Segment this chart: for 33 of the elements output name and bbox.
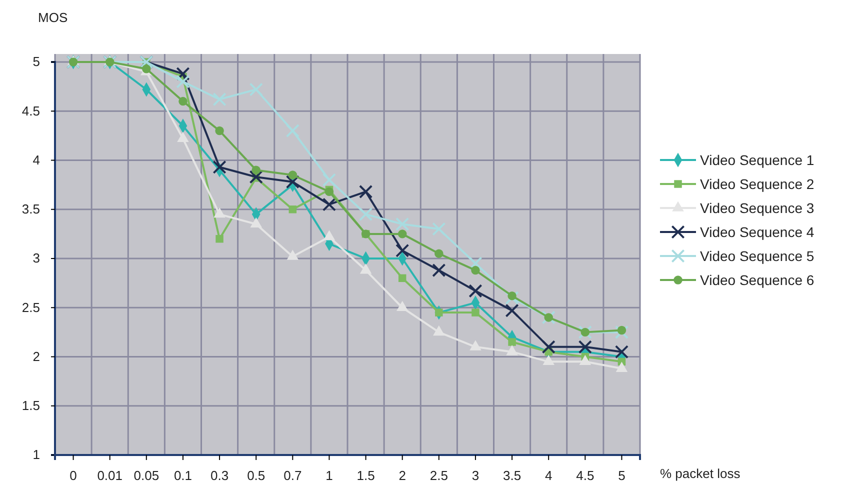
- x-tick-label: 0.01: [97, 468, 122, 483]
- x-tick-label: 0.5: [247, 468, 266, 483]
- legend-label: Video Sequence 6: [700, 272, 814, 288]
- x-tick-label: 0.05: [134, 468, 160, 483]
- y-tick-label: 3: [32, 250, 40, 266]
- x-tick-label: 2: [398, 468, 406, 483]
- legend-label: Video Sequence 5: [700, 248, 814, 264]
- x-tick-label: 0.7: [284, 468, 302, 483]
- x-tick-label: 0: [70, 468, 77, 483]
- legend-label: Video Sequence 3: [700, 200, 814, 216]
- x-tick-label: 0.3: [210, 468, 229, 483]
- y-axis-title: MOS: [38, 10, 68, 25]
- y-tick-label: 5: [32, 54, 40, 70]
- y-tick-label: 4.5: [22, 103, 40, 118]
- x-tick-label: 1: [326, 468, 333, 483]
- x-tick-label: 3.5: [502, 468, 522, 483]
- legend-label: Video Sequence 4: [700, 224, 814, 240]
- y-tick-label: 3.5: [22, 202, 40, 217]
- x-axis-title: % packet loss: [660, 466, 741, 481]
- y-tick-label: 4: [32, 152, 40, 168]
- legend-label: Video Sequence 1: [700, 152, 814, 168]
- x-tick-label: 5: [618, 468, 626, 483]
- y-tick-label: 1.5: [22, 398, 40, 414]
- y-tick-label: 2: [32, 348, 40, 364]
- x-tick-label: 4: [544, 468, 552, 483]
- y-tick-label: 2.5: [22, 300, 40, 315]
- x-tick-label: 4.5: [576, 468, 594, 483]
- x-tick-label: 0.1: [174, 468, 192, 483]
- x-tick-label: 1.5: [356, 468, 375, 483]
- y-tick-label: 1: [32, 447, 40, 462]
- legend-label: Video Sequence 2: [700, 176, 814, 192]
- x-tick-label: 2.5: [430, 468, 448, 483]
- x-tick-label: 3: [472, 468, 480, 483]
